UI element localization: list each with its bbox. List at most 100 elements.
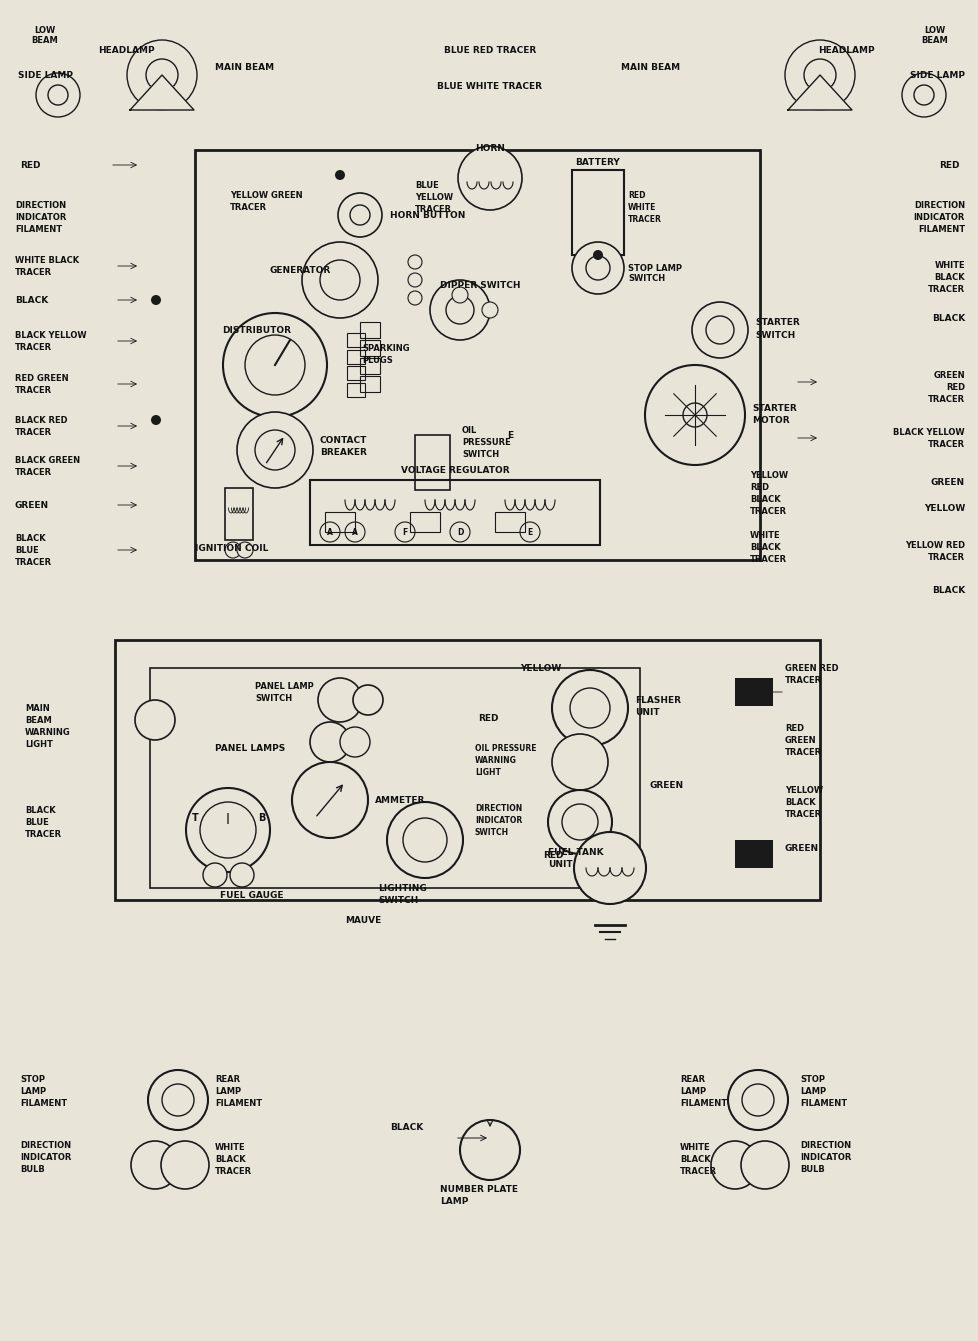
Bar [410, 512, 439, 532]
Text: SIDE LAMP: SIDE LAMP [18, 71, 73, 79]
Text: PLUGS: PLUGS [362, 355, 392, 365]
Circle shape [350, 205, 370, 225]
Text: STARTER: STARTER [751, 404, 796, 413]
Circle shape [429, 280, 490, 341]
Text: LAMP: LAMP [799, 1088, 825, 1097]
Text: CONTACT: CONTACT [320, 436, 367, 444]
Text: B: B [258, 813, 265, 823]
Circle shape [237, 412, 313, 488]
Text: LOW: LOW [34, 25, 56, 35]
Circle shape [561, 805, 598, 839]
Text: RED: RED [749, 483, 769, 492]
Circle shape [200, 802, 255, 858]
Circle shape [223, 312, 327, 417]
Text: WHITE: WHITE [627, 202, 655, 212]
Text: BLUE: BLUE [25, 818, 49, 826]
Text: BATTERY: BATTERY [575, 157, 620, 166]
Text: BLACK: BLACK [25, 806, 56, 814]
Bar [734, 839, 773, 868]
Text: HEADLAMP: HEADLAMP [818, 46, 874, 55]
Circle shape [552, 734, 607, 790]
Text: BEAM: BEAM [31, 35, 59, 44]
Text: DISTRIBUTOR: DISTRIBUTOR [222, 326, 290, 334]
Text: RED: RED [627, 190, 645, 200]
Text: INDICATOR: INDICATOR [912, 212, 964, 221]
Text: HORN: HORN [474, 143, 505, 153]
Text: TRACER: TRACER [215, 1168, 252, 1176]
Circle shape [320, 260, 360, 300]
Circle shape [334, 170, 344, 180]
Text: BLACK: BLACK [680, 1156, 710, 1164]
Text: BLACK: BLACK [931, 314, 964, 322]
Circle shape [573, 831, 645, 904]
Text: RED: RED [477, 713, 498, 723]
Text: SPARKING: SPARKING [362, 343, 409, 353]
Text: WHITE: WHITE [215, 1144, 245, 1152]
Text: LOW: LOW [923, 25, 945, 35]
Text: REAR: REAR [215, 1075, 240, 1085]
Circle shape [450, 522, 469, 542]
Text: UNIT: UNIT [635, 708, 659, 716]
Text: BLACK: BLACK [749, 495, 779, 503]
Text: TRACER: TRACER [927, 394, 964, 404]
Polygon shape [787, 75, 851, 110]
Text: LIGHTING: LIGHTING [378, 884, 426, 893]
Circle shape [741, 1084, 774, 1116]
Text: TRACER: TRACER [680, 1168, 717, 1176]
Text: |: | [226, 813, 230, 823]
Text: WHITE: WHITE [749, 531, 779, 539]
Text: PANEL LAMP: PANEL LAMP [254, 681, 313, 691]
Text: INDICATOR: INDICATOR [20, 1152, 71, 1161]
Text: GREEN: GREEN [932, 370, 964, 380]
Text: T: T [192, 813, 199, 823]
Circle shape [337, 193, 381, 237]
Circle shape [645, 365, 744, 465]
Circle shape [460, 1120, 519, 1180]
Text: BLACK: BLACK [15, 534, 46, 543]
Bar [225, 488, 252, 540]
Text: VOLTAGE REGULATOR: VOLTAGE REGULATOR [400, 465, 509, 475]
Text: TRACER: TRACER [749, 554, 786, 563]
Circle shape [552, 670, 627, 746]
Text: GREEN RED: GREEN RED [784, 664, 838, 672]
Bar [346, 384, 365, 397]
Bar [325, 512, 355, 532]
Text: YELLOW: YELLOW [519, 664, 560, 672]
Bar [150, 668, 640, 888]
Circle shape [705, 316, 734, 345]
Circle shape [408, 291, 422, 304]
Bar [571, 170, 623, 255]
Circle shape [151, 295, 160, 304]
Text: TRACER: TRACER [927, 440, 964, 448]
Circle shape [452, 287, 467, 303]
Text: BLUE RED TRACER: BLUE RED TRACER [443, 46, 536, 55]
Circle shape [151, 414, 160, 425]
Text: AMMETER: AMMETER [375, 795, 424, 805]
Text: TRACER: TRACER [15, 558, 52, 566]
Text: TRACER: TRACER [927, 284, 964, 294]
Text: SIDE LAMP: SIDE LAMP [910, 71, 964, 79]
Text: D: D [457, 527, 463, 536]
Text: LAMP: LAMP [680, 1088, 705, 1097]
Text: OIL: OIL [462, 425, 476, 434]
Text: RED: RED [945, 382, 964, 392]
Text: A: A [352, 527, 358, 536]
Text: YELLOW: YELLOW [749, 471, 787, 480]
Text: BLUE WHITE TRACER: BLUE WHITE TRACER [437, 82, 542, 90]
Circle shape [569, 688, 609, 728]
Text: SWITCH: SWITCH [474, 827, 509, 837]
Text: BLUE: BLUE [15, 546, 39, 554]
Text: GREEN: GREEN [784, 735, 816, 744]
Bar [415, 434, 450, 489]
Text: DIRECTION: DIRECTION [799, 1140, 850, 1149]
Circle shape [593, 249, 602, 260]
Text: TRACER: TRACER [230, 202, 267, 212]
Text: DIRECTION: DIRECTION [15, 201, 67, 209]
Text: BLACK: BLACK [749, 543, 779, 551]
Text: WARNING: WARNING [474, 755, 516, 764]
Circle shape [161, 1084, 194, 1116]
Text: BLACK: BLACK [933, 272, 964, 282]
Text: BLACK: BLACK [389, 1124, 422, 1133]
Text: LAMP: LAMP [215, 1088, 241, 1097]
Circle shape [728, 1070, 787, 1130]
